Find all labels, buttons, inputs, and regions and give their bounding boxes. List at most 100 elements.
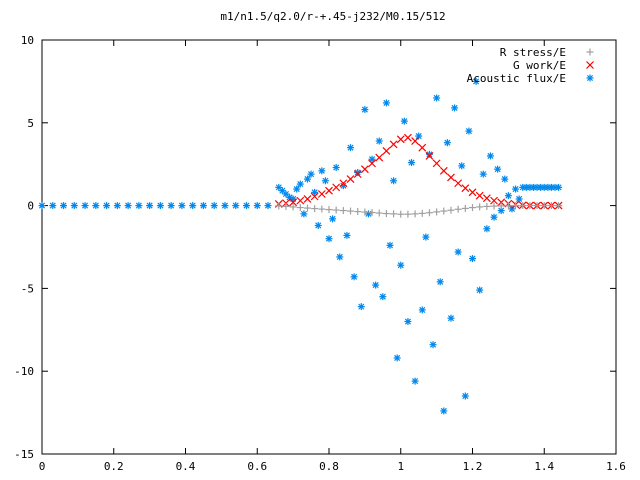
- point-acoustic-flux-e: [400, 117, 408, 125]
- point-r-stress-e: [347, 207, 355, 215]
- legend-label: Acoustic flux/E: [467, 72, 566, 85]
- x-tick-label: 1: [397, 460, 404, 473]
- point-r-stress-e: [375, 209, 383, 217]
- point-r-stress-e: [433, 208, 441, 216]
- point-acoustic-flux-e: [300, 210, 308, 218]
- point-acoustic-flux-e: [390, 177, 398, 185]
- legend-marker: [586, 61, 594, 69]
- x-tick-label: 1.6: [606, 460, 626, 473]
- point-g-work-e: [325, 186, 333, 195]
- point-g-work-e: [418, 143, 427, 152]
- point-r-stress-e: [339, 207, 347, 215]
- point-r-stress-e: [526, 202, 534, 210]
- x-tick-label: 0.2: [104, 460, 124, 473]
- point-r-stress-e: [368, 209, 376, 217]
- point-acoustic-flux-e: [70, 202, 78, 210]
- point-r-stress-e: [454, 205, 462, 213]
- point-acoustic-flux-e: [397, 261, 405, 269]
- point-r-stress-e: [490, 202, 498, 210]
- point-acoustic-flux-e: [296, 180, 304, 188]
- chart-title: m1/n1.5/q2.0/r-+.45-j232/M0.15/512: [220, 10, 445, 23]
- point-acoustic-flux-e: [382, 99, 390, 107]
- point-r-stress-e: [476, 203, 484, 211]
- point-acoustic-flux-e: [113, 202, 121, 210]
- point-r-stress-e: [555, 202, 563, 210]
- point-g-work-e: [396, 135, 405, 144]
- point-acoustic-flux-e: [433, 94, 441, 102]
- point-r-stress-e: [397, 210, 405, 218]
- legend-label: R stress/E: [500, 46, 566, 59]
- point-g-work-e: [375, 153, 384, 162]
- point-acoustic-flux-e: [199, 202, 207, 210]
- point-g-work-e: [468, 188, 477, 197]
- point-g-work-e: [303, 195, 312, 203]
- point-acoustic-flux-e: [436, 278, 444, 286]
- point-acoustic-flux-e: [447, 314, 455, 322]
- point-acoustic-flux-e: [512, 185, 520, 193]
- point-g-work-e: [497, 198, 506, 207]
- point-acoustic-flux-e: [483, 225, 491, 233]
- point-acoustic-flux-e: [156, 202, 164, 210]
- x-tick-label: 1.2: [463, 460, 483, 473]
- point-acoustic-flux-e: [555, 183, 563, 191]
- x-tick-label: 0.8: [319, 460, 339, 473]
- x-tick-label: 1.4: [534, 460, 554, 473]
- point-r-stress-e: [303, 204, 311, 212]
- point-acoustic-flux-e: [440, 407, 448, 415]
- point-g-work-e: [432, 159, 441, 168]
- point-acoustic-flux-e: [479, 170, 487, 178]
- point-g-work-e: [289, 198, 298, 207]
- point-acoustic-flux-e: [146, 202, 154, 210]
- y-tick-label: 5: [27, 117, 34, 130]
- point-acoustic-flux-e: [293, 185, 301, 193]
- point-acoustic-flux-e: [38, 202, 46, 210]
- point-acoustic-flux-e: [303, 175, 311, 183]
- point-r-stress-e: [504, 202, 512, 210]
- point-acoustic-flux-e: [135, 202, 143, 210]
- point-acoustic-flux-e: [167, 202, 175, 210]
- point-r-stress-e: [540, 202, 548, 210]
- point-acoustic-flux-e: [375, 137, 383, 145]
- point-acoustic-flux-e: [469, 255, 476, 263]
- point-r-stress-e: [447, 206, 455, 214]
- point-acoustic-flux-e: [275, 183, 283, 191]
- point-acoustic-flux-e: [454, 248, 462, 256]
- point-r-stress-e: [354, 208, 362, 216]
- point-acoustic-flux-e: [92, 202, 100, 210]
- point-acoustic-flux-e: [372, 281, 380, 289]
- point-r-stress-e: [325, 206, 333, 214]
- point-acoustic-flux-e: [451, 104, 459, 112]
- point-g-work-e: [353, 170, 362, 179]
- point-acoustic-flux-e: [465, 127, 473, 135]
- point-acoustic-flux-e: [472, 77, 480, 85]
- point-acoustic-flux-e: [411, 377, 419, 385]
- point-acoustic-flux-e: [81, 202, 89, 210]
- point-acoustic-flux-e: [461, 392, 469, 400]
- point-acoustic-flux-e: [364, 210, 372, 218]
- point-acoustic-flux-e: [361, 106, 369, 114]
- point-r-stress-e: [469, 204, 476, 212]
- point-r-stress-e: [311, 205, 319, 213]
- point-g-work-e: [296, 196, 305, 205]
- point-acoustic-flux-e: [476, 286, 484, 294]
- x-tick-label: 0.4: [176, 460, 196, 473]
- point-g-work-e: [368, 159, 376, 168]
- point-r-stress-e: [404, 210, 412, 218]
- point-g-work-e: [346, 175, 355, 184]
- point-acoustic-flux-e: [486, 152, 494, 160]
- point-acoustic-flux-e: [210, 202, 218, 210]
- point-r-stress-e: [519, 202, 527, 210]
- point-acoustic-flux-e: [329, 215, 337, 223]
- point-g-work-e: [475, 191, 484, 200]
- point-r-stress-e: [275, 202, 283, 210]
- x-tick-label: 0: [39, 460, 46, 473]
- point-r-stress-e: [425, 209, 433, 217]
- point-g-work-e: [317, 190, 326, 198]
- point-g-work-e: [461, 184, 470, 193]
- point-acoustic-flux-e: [347, 144, 355, 152]
- point-g-work-e: [404, 133, 412, 142]
- point-r-stress-e: [461, 204, 469, 212]
- axis-ticks: 0 0.2 0.4 0.6 0.8 1 1.2 1.4 1.6 10 5 0 -5 -10 -15: [14, 34, 626, 473]
- point-acoustic-flux-e: [307, 170, 315, 178]
